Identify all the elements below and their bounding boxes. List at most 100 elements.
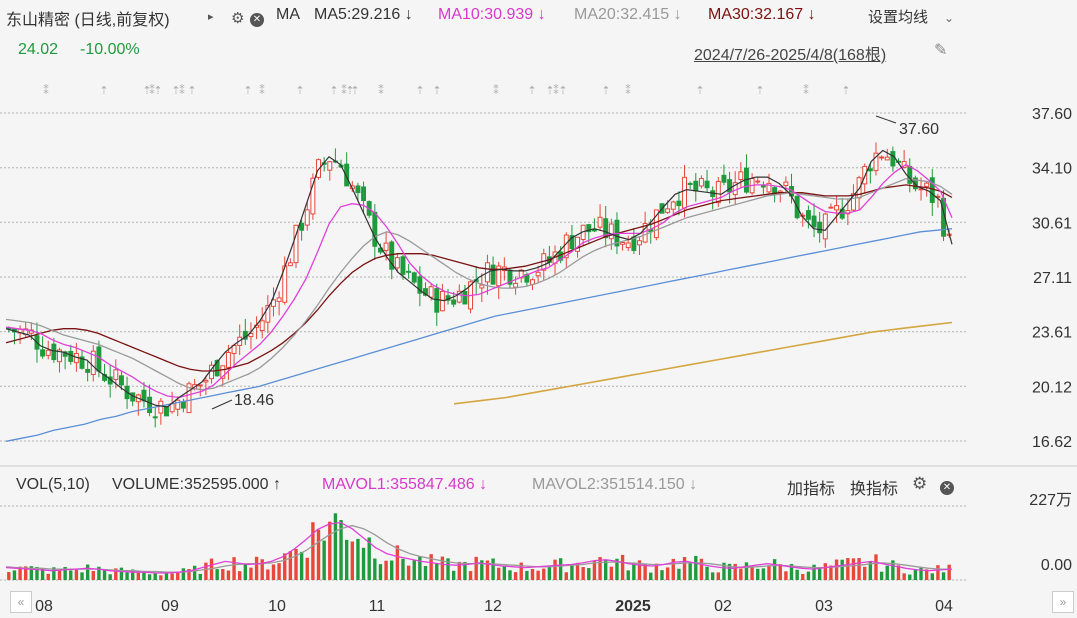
volume-bar (632, 562, 636, 580)
gear-icon[interactable]: ⚙ (912, 474, 928, 493)
stock-title[interactable]: 东山精密 (日线,前复权) (6, 12, 170, 29)
dropdown-triangle-icon[interactable]: ▸ (208, 11, 214, 23)
candle-body (90, 350, 96, 376)
volume-bar (502, 565, 507, 580)
close-icon[interactable]: ✕ (940, 477, 954, 495)
volume-bar (643, 564, 647, 580)
event-marker-icon: ⇡ (545, 84, 554, 97)
volume-bar (423, 565, 428, 580)
close-icon[interactable]: ✕ (250, 9, 264, 27)
volume-bar (136, 572, 141, 580)
volume-bar (401, 558, 405, 580)
event-marker-icon: ⇡ (329, 84, 338, 97)
volume-bar (418, 556, 422, 580)
volume-bar (12, 570, 17, 580)
volume-bar (513, 572, 518, 580)
event-marker-icon: ⇡ (432, 84, 441, 97)
add-indicator-button[interactable]: 加指标 (787, 481, 836, 498)
candle-body (383, 242, 389, 252)
volume-bar (181, 568, 186, 580)
event-marker-icon: ⁑ (259, 84, 265, 97)
candle-body (389, 241, 395, 270)
volume-bar (52, 567, 56, 580)
volume-bar (609, 566, 614, 580)
gear-icon[interactable]: ⚙ (231, 10, 245, 27)
volume-bar (435, 563, 439, 580)
x-tick-label: 12 (484, 598, 502, 615)
volume-bar (654, 563, 659, 580)
volume-bar (35, 566, 39, 580)
candle-body (287, 262, 293, 267)
x-tick-label: 04 (935, 598, 953, 615)
volume-bar (463, 561, 467, 580)
event-marker-icon: ⇡ (187, 84, 196, 97)
volume-bar (339, 520, 343, 580)
volume-bar (350, 541, 354, 580)
volume-bar (846, 558, 850, 580)
ma-long2-line (453, 321, 953, 405)
switch-indicator-button[interactable]: 换指标 (850, 481, 899, 498)
candlesticks (6, 142, 952, 428)
candle-body (704, 180, 710, 189)
candle-body (772, 187, 778, 195)
volume-bar (266, 569, 270, 580)
pin-icon[interactable]: ✎ (934, 42, 948, 59)
volume-tick-label: 0.00 (1041, 557, 1072, 574)
volume-bar (204, 562, 208, 580)
volume-bar (761, 568, 766, 580)
volume-bar (451, 570, 456, 580)
candle-body (434, 288, 440, 313)
volume-bar (176, 572, 180, 580)
volume-bar (727, 563, 732, 580)
volume-bar (311, 522, 315, 580)
candle-body (575, 236, 581, 252)
volume-bar (677, 568, 681, 580)
volume-bar (153, 573, 157, 580)
volume-bar (801, 574, 805, 580)
candle-body (490, 264, 496, 285)
volume-bar (626, 570, 630, 580)
scroll-left-button[interactable]: « (10, 591, 32, 613)
candle-body (676, 200, 682, 207)
volume-bar (941, 572, 946, 580)
volume-bar (564, 572, 568, 580)
chevron-down-icon[interactable]: ⌄ (944, 11, 955, 25)
volume-bar (924, 569, 929, 580)
candle-body (220, 365, 226, 379)
volume-bar (829, 565, 833, 580)
candle-body (344, 163, 350, 187)
candle-body (113, 369, 119, 380)
volume-bar (57, 570, 62, 580)
price-tick-label: 34.10 (1032, 161, 1072, 178)
volume-tick-label: 227万 (1029, 492, 1072, 509)
event-marker-icon: ⁑ (43, 84, 49, 97)
volume-bar (316, 529, 321, 580)
candle-body (715, 180, 721, 204)
volume-bar (491, 558, 495, 580)
event-marker-icon: ⁑ (803, 84, 809, 97)
candle-body (586, 224, 592, 233)
price-tick-label: 16.62 (1032, 434, 1072, 451)
volume-bar (356, 538, 360, 580)
event-marker-icon: ⁑ (553, 84, 559, 97)
volume-bar (587, 568, 591, 580)
scroll-right-button[interactable]: » (1052, 591, 1074, 613)
candle-body (158, 400, 164, 414)
volume-bar (772, 559, 777, 580)
candle-body (462, 290, 468, 305)
event-markers: ⁑ ⇡ ⇡⁑⇡ ⇡⁑ ⇡ ⇡ ⁑ ⇡ ⇡ ⁑⇡⇡ ⁑ ⇡ ⇡ ⁑ ⇡ ⇡⁑ ⇡ ⇡ ⁑ ⇡ ⇡ ⁑ ⇡ (43, 84, 850, 97)
volume-bar (699, 558, 704, 580)
volume-bar (660, 570, 664, 580)
volume-bar (817, 568, 822, 580)
volume-bar (446, 558, 450, 580)
volume-bar (305, 557, 309, 580)
volume-bar (710, 572, 715, 580)
ma30-value: MA30:32.167 ↓ (708, 6, 816, 23)
candle-body (361, 186, 367, 202)
candle-body (451, 299, 457, 305)
date-range[interactable]: 2024/7/26-2025/4/8(168根) (694, 47, 887, 64)
ma-settings-link[interactable]: 设置均线 (868, 9, 929, 26)
candle-body (890, 151, 896, 167)
price-tick-label: 30.61 (1032, 215, 1072, 232)
